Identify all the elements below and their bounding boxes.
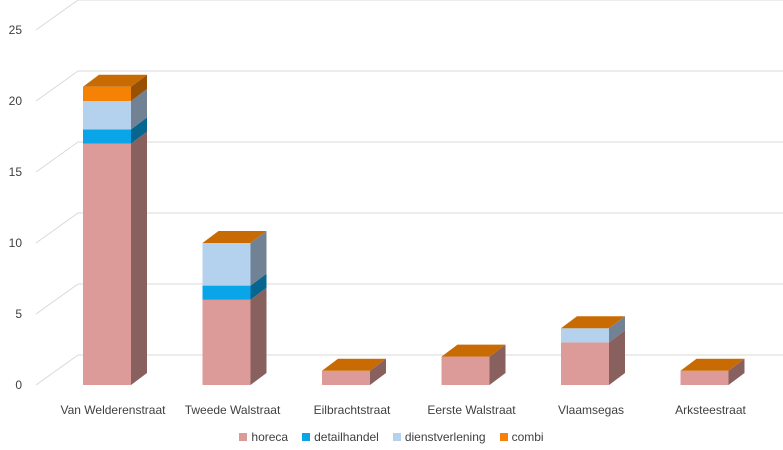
legend-label-combi: combi bbox=[511, 430, 544, 444]
bar-side-dienstverlening-4 bbox=[609, 316, 625, 343]
bar-horeca-5 bbox=[680, 370, 729, 385]
x-tick-label-0: Van Welderenstraat bbox=[61, 403, 167, 417]
x-tick-label-2: Eilbrachtstraat bbox=[314, 403, 391, 417]
bar-dienstverlening-1 bbox=[202, 243, 251, 286]
bar-side-horeca-0 bbox=[131, 131, 147, 385]
bar-side-detailhandel-0 bbox=[131, 117, 147, 144]
y-tick-label-20: 20 bbox=[9, 94, 23, 108]
legend-swatch-combi bbox=[499, 433, 508, 441]
gridline-depth-10 bbox=[35, 212, 79, 244]
bar-side-horeca-2 bbox=[370, 358, 386, 385]
bar-dienstverlening-0 bbox=[83, 101, 131, 130]
x-tick-label-5: Arksteestraat bbox=[675, 403, 746, 417]
bar-side-dienstverlening-0 bbox=[131, 89, 147, 130]
bar-horeca-3 bbox=[441, 356, 490, 385]
legend-label-horeca: horeca bbox=[251, 430, 289, 444]
legend-swatch-horeca bbox=[239, 433, 248, 441]
legend-label-detailhandel: detailhandel bbox=[314, 430, 379, 444]
y-tick-label-0: 0 bbox=[15, 378, 22, 392]
legend-item-detailhandel: detailhandel bbox=[302, 430, 379, 444]
bar-side-combi-0 bbox=[131, 74, 147, 101]
legend-item-dienstverlening: dienstverlening bbox=[392, 430, 486, 444]
bar-horeca-1 bbox=[202, 299, 251, 385]
x-tick-label-4: Vlaamsegas bbox=[558, 403, 624, 417]
gridline-depth-15 bbox=[35, 141, 79, 173]
y-tick-label-5: 5 bbox=[15, 307, 22, 321]
legend-swatch-detailhandel bbox=[302, 433, 311, 441]
gridline-depth-5 bbox=[35, 283, 79, 315]
bar-side-horeca-5 bbox=[728, 358, 745, 385]
bar-combi-0 bbox=[83, 86, 131, 101]
bar-detailhandel-0 bbox=[83, 129, 131, 144]
bar-side-detailhandel-1 bbox=[250, 273, 267, 300]
bar-horeca-2 bbox=[322, 370, 370, 385]
bar-side-horeca-4 bbox=[609, 330, 625, 385]
legend-label-dienstverlening: dienstverlening bbox=[404, 430, 486, 444]
chart-canvas: 0 5 10 15 20 25 Van Welderenstraat Tweede Walst… bbox=[9, 0, 783, 417]
y-tick-label-25: 25 bbox=[9, 23, 23, 37]
legend-swatch-dienstverlening bbox=[392, 433, 401, 441]
bar-top-4 bbox=[561, 316, 625, 329]
bar-detailhandel-1 bbox=[202, 285, 251, 300]
bar-side-horeca-3 bbox=[489, 344, 506, 385]
y-tick-label-10: 10 bbox=[9, 236, 23, 250]
bar-top-3 bbox=[441, 344, 506, 357]
gridline-depth-25 bbox=[35, 0, 79, 31]
bar-top-1 bbox=[202, 231, 267, 243]
y-tick-label-15: 15 bbox=[9, 165, 23, 179]
bar-horeca-4 bbox=[561, 342, 609, 385]
legend: horeca detailhandel dienstverlening comb… bbox=[0, 430, 783, 444]
x-tick-label-3: Eerste Walstraat bbox=[427, 403, 516, 417]
x-tick-label-1: Tweede Walstraat bbox=[185, 403, 281, 417]
bar-side-horeca-1 bbox=[250, 287, 267, 385]
legend-item-horeca: horeca bbox=[239, 430, 288, 444]
bar-dienstverlening-4 bbox=[561, 328, 609, 343]
gridline-depth-0 bbox=[35, 354, 79, 386]
bar-top-0 bbox=[83, 74, 147, 87]
bar-top-2 bbox=[322, 358, 386, 371]
bar-side-dienstverlening-1 bbox=[250, 231, 267, 286]
bar-top-5 bbox=[680, 358, 745, 371]
gridline-depth-20 bbox=[35, 70, 79, 102]
legend-item-combi: combi bbox=[499, 430, 544, 444]
bar-horeca-0 bbox=[83, 143, 131, 385]
